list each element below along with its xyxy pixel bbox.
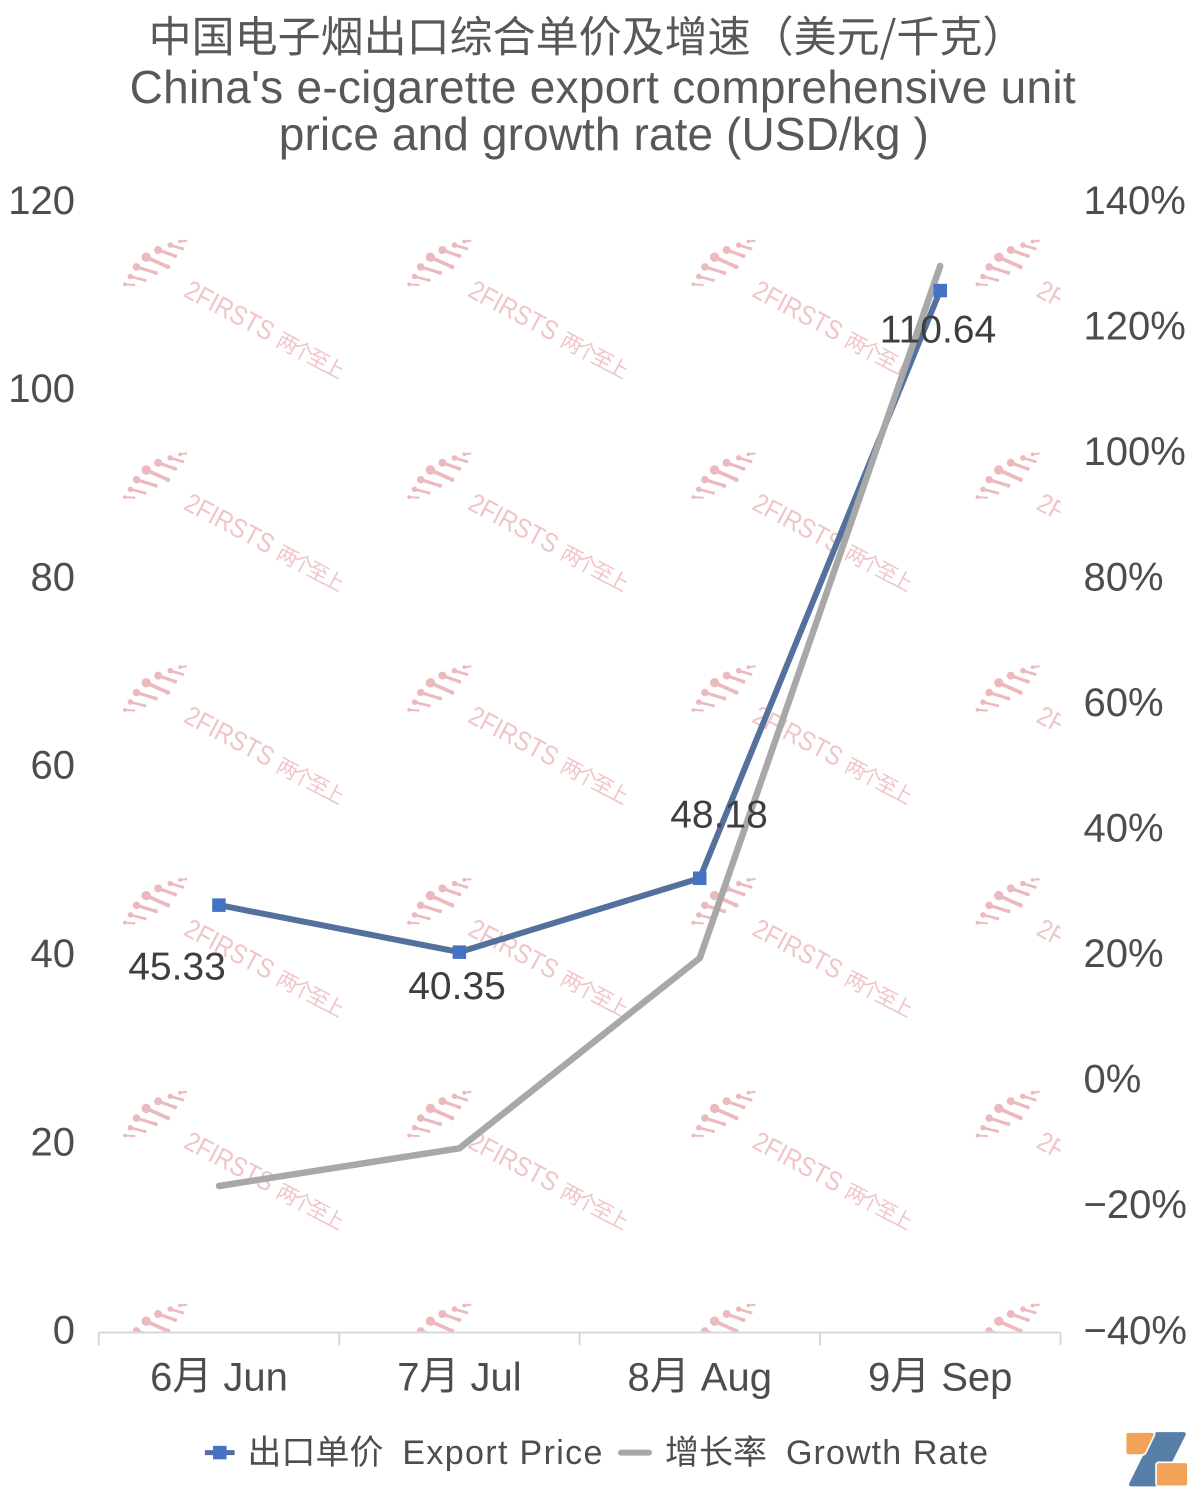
svg-text:7: 7 (397, 1356, 419, 1400)
svg-text:45.33: 45.33 (128, 946, 226, 989)
svg-text:120: 120 (8, 179, 75, 223)
svg-text:40.35: 40.35 (408, 965, 506, 1008)
svg-text:100%: 100% (1084, 430, 1186, 474)
svg-text:20: 20 (31, 1120, 76, 1164)
svg-text:−20%: −20% (1084, 1183, 1187, 1227)
svg-text:6: 6 (150, 1356, 172, 1400)
svg-text:110.64: 110.64 (880, 309, 996, 352)
svg-text:0: 0 (53, 1309, 75, 1353)
svg-text:China's e-cigarette export com: China's e-cigarette export comprehensive… (130, 61, 1076, 113)
svg-text:60%: 60% (1084, 681, 1164, 725)
svg-text:80%: 80% (1084, 555, 1164, 599)
svg-text:8: 8 (628, 1356, 650, 1400)
svg-text:20%: 20% (1084, 932, 1164, 976)
svg-text:120%: 120% (1084, 304, 1186, 348)
svg-text:0%: 0% (1084, 1058, 1142, 1102)
svg-text:price and growth rate (USD/kg: price and growth rate (USD/kg ) (279, 108, 929, 160)
svg-text:Aug: Aug (701, 1356, 772, 1400)
svg-text:40%: 40% (1084, 807, 1164, 851)
svg-text:−40%: −40% (1084, 1309, 1187, 1353)
svg-text:40: 40 (31, 932, 76, 976)
svg-text:Export Price: Export Price (402, 1434, 602, 1472)
svg-text:140%: 140% (1084, 179, 1186, 223)
svg-text:100: 100 (8, 367, 75, 411)
svg-text:60: 60 (31, 744, 76, 788)
svg-text:Sep: Sep (941, 1356, 1012, 1400)
svg-text:48.18: 48.18 (670, 794, 768, 837)
svg-text:9: 9 (868, 1356, 890, 1400)
svg-text:Jul: Jul (471, 1356, 522, 1400)
svg-text:Growth Rate: Growth Rate (786, 1434, 988, 1472)
svg-text:80: 80 (31, 555, 76, 599)
svg-text:Jun: Jun (223, 1356, 288, 1400)
